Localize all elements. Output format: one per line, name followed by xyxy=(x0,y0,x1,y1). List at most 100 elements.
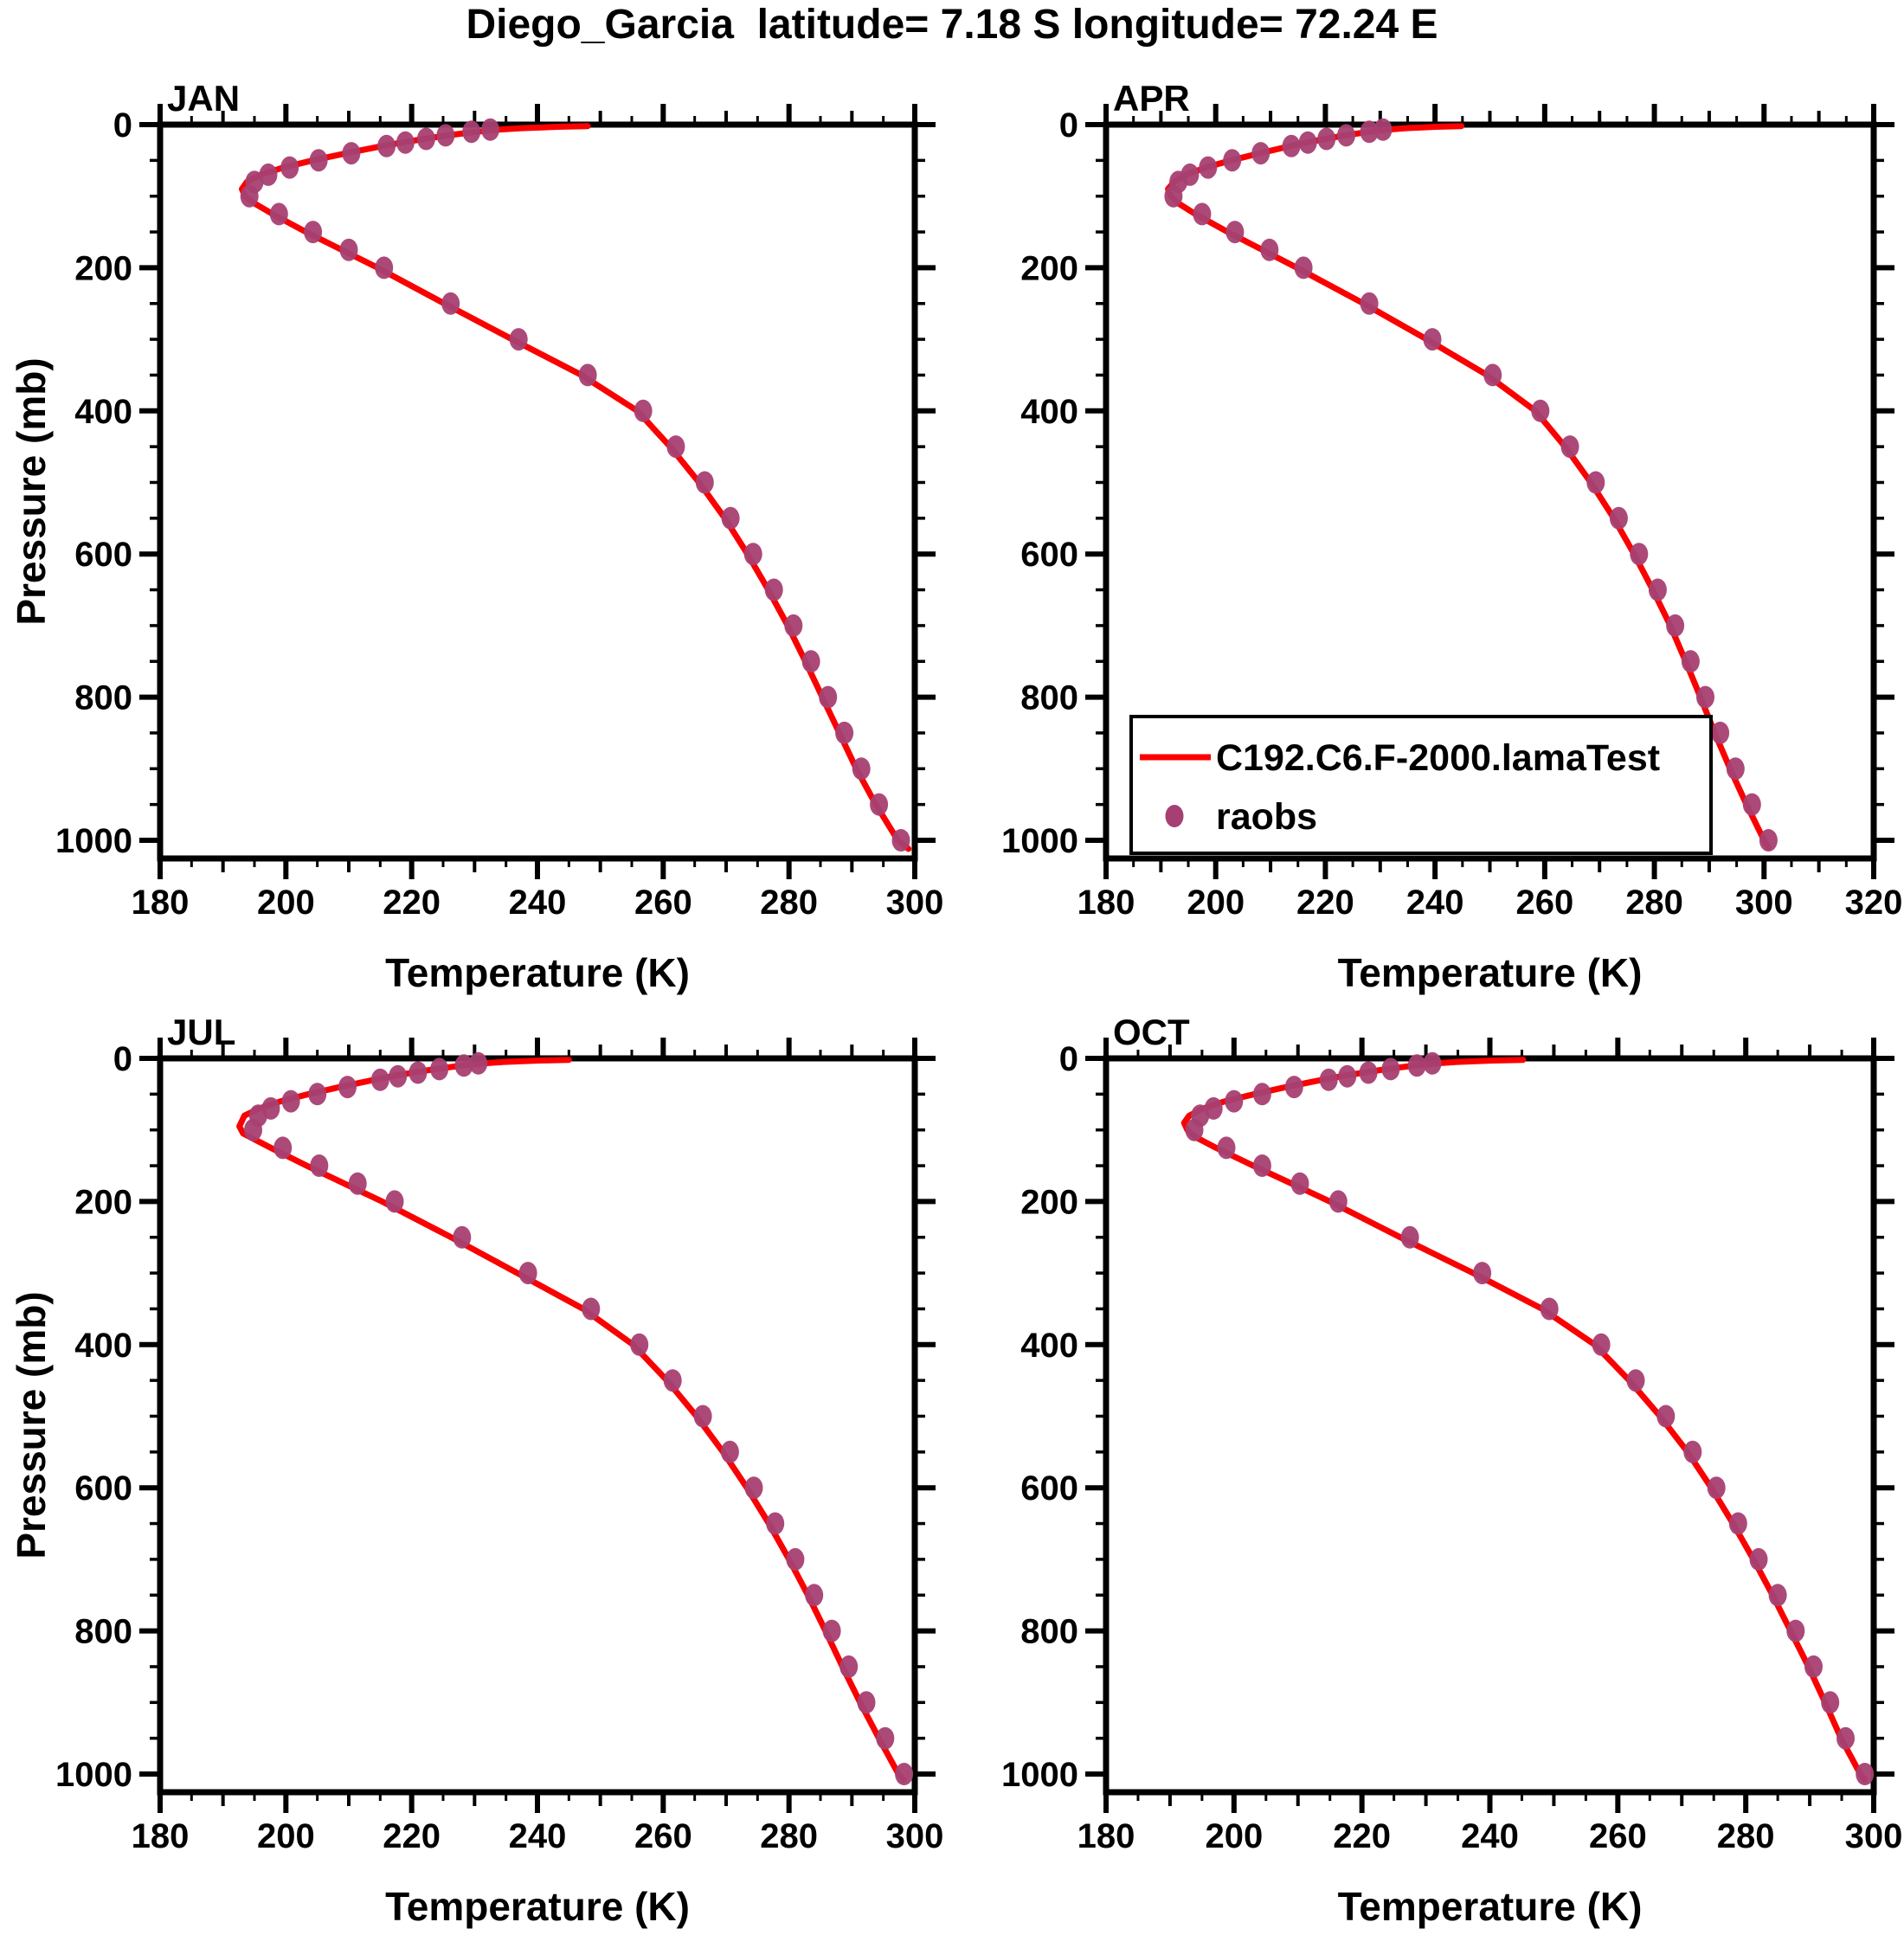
raobs-dot xyxy=(396,131,415,154)
raobs-dot xyxy=(348,1172,367,1195)
raobs-dot xyxy=(852,757,871,781)
raobs-dot xyxy=(1681,650,1700,673)
x-tick-label: 180 xyxy=(1077,884,1135,922)
panel-title: APR xyxy=(1113,78,1190,119)
raobs-dot xyxy=(1252,1083,1271,1106)
x-tick-label: 220 xyxy=(383,1817,441,1855)
raobs-dot xyxy=(1656,1405,1676,1428)
y-tick-label: 800 xyxy=(1020,1613,1078,1651)
raobs-dot xyxy=(509,328,528,351)
x-tick-label: 180 xyxy=(132,884,190,922)
plot-frame xyxy=(157,1055,918,1796)
x-tick-label: 220 xyxy=(1296,884,1354,922)
raobs-dot xyxy=(269,202,288,226)
x-tick-label: 280 xyxy=(1717,1817,1775,1855)
raobs-dot xyxy=(805,1584,824,1607)
raobs-dot xyxy=(389,1064,408,1088)
raobs-dot xyxy=(1626,1369,1645,1392)
y-tick-label: 200 xyxy=(1020,249,1078,287)
raobs-dot xyxy=(582,1297,601,1321)
raobs-dot xyxy=(744,1476,763,1500)
raobs-dot xyxy=(1251,142,1270,165)
raobs-dot xyxy=(1749,1547,1768,1571)
x-tick-label: 280 xyxy=(760,884,818,922)
y-tick-label: 400 xyxy=(74,1327,132,1365)
raobs-dot xyxy=(1768,1584,1787,1607)
raobs-dot xyxy=(1683,1440,1702,1463)
panel-title: OCT xyxy=(1113,1012,1190,1052)
raobs-dot xyxy=(1360,120,1379,144)
raobs-dot xyxy=(1786,1619,1805,1642)
raobs-dot xyxy=(240,184,259,208)
x-tick-label: 280 xyxy=(760,1817,818,1855)
y-tick-label: 600 xyxy=(74,1469,132,1508)
raobs-dot xyxy=(385,1190,404,1213)
raobs-dot xyxy=(304,221,323,244)
raobs-dot xyxy=(1317,127,1336,151)
legend-dot-sample xyxy=(1165,805,1184,827)
raobs-dot xyxy=(634,399,653,422)
raobs-dot xyxy=(1423,328,1442,351)
raobs-dot xyxy=(1728,1512,1747,1535)
x-axis-title: Temperature (K) xyxy=(385,1884,690,1929)
model-line xyxy=(236,1057,907,1784)
raobs-dot xyxy=(1294,256,1313,280)
raobs-dot xyxy=(1199,156,1218,179)
x-tick-label: 240 xyxy=(509,884,567,922)
raobs-dot xyxy=(784,614,803,637)
plot-frame xyxy=(1103,1055,1877,1796)
x-tick-label: 200 xyxy=(1205,1817,1263,1855)
y-tick-label: 1000 xyxy=(1001,822,1078,860)
raobs-dot xyxy=(766,1512,785,1535)
raobs-dot xyxy=(1707,1476,1726,1500)
raobs-dot xyxy=(1185,1118,1204,1141)
raobs-dot xyxy=(370,1068,389,1091)
raobs-dot xyxy=(1836,1726,1855,1750)
raobs-dot xyxy=(454,1054,473,1077)
raobs-dot xyxy=(693,1405,712,1428)
raobs-dot xyxy=(1423,1051,1442,1075)
raobs-dot xyxy=(1856,1763,1875,1785)
raobs-dot xyxy=(1540,1297,1559,1321)
raobs-dot xyxy=(891,829,910,852)
y-tick-label: 0 xyxy=(1059,1040,1078,1078)
raobs-dot xyxy=(786,1547,805,1571)
panel-title: JAN xyxy=(167,78,240,119)
raobs-dot xyxy=(721,506,740,530)
raobs-dot xyxy=(1282,134,1301,158)
x-tick-label: 240 xyxy=(1461,1817,1519,1855)
raobs-dot xyxy=(819,685,838,709)
x-axis-title: Temperature (K) xyxy=(385,950,690,995)
x-tick-label: 320 xyxy=(1845,884,1903,922)
x-tick-label: 300 xyxy=(1735,884,1793,922)
raobs-dot xyxy=(430,1058,449,1081)
raobs-dot xyxy=(1338,1064,1357,1088)
raobs-dot xyxy=(1400,1225,1419,1249)
raobs-dot xyxy=(1759,829,1778,852)
raobs-dot xyxy=(259,163,278,186)
raobs-dot xyxy=(1360,292,1379,315)
raobs-dot xyxy=(280,156,299,179)
raobs-dot xyxy=(1359,1061,1378,1084)
raobs-dot xyxy=(743,543,762,566)
raobs-dot xyxy=(895,1763,914,1785)
legend-box xyxy=(1129,715,1713,855)
raobs-dot xyxy=(244,1118,262,1141)
plot-frame xyxy=(157,121,918,862)
raobs-dot xyxy=(469,1051,488,1075)
y-tick-label: 0 xyxy=(113,1040,132,1078)
raobs-dot xyxy=(1290,1172,1309,1195)
y-tick-label: 800 xyxy=(74,679,132,717)
x-tick-label: 180 xyxy=(1077,1817,1135,1855)
raobs-dot xyxy=(1193,202,1212,226)
raobs-dot xyxy=(1483,363,1502,387)
panel-title: JUL xyxy=(167,1012,235,1052)
legend: C192.C6.F-2000.lamaTest raobs xyxy=(1129,715,1713,855)
y-tick-label: 400 xyxy=(1020,393,1078,431)
raobs-dot xyxy=(1742,793,1761,816)
raobs-dot xyxy=(663,1369,682,1392)
figure-title: Diego_Garcia latitude= 7.18 S longitude=… xyxy=(466,2,1438,48)
y-tick-label: 600 xyxy=(74,536,132,574)
raobs-dot xyxy=(1711,721,1730,744)
raobs-dot xyxy=(1666,614,1685,637)
